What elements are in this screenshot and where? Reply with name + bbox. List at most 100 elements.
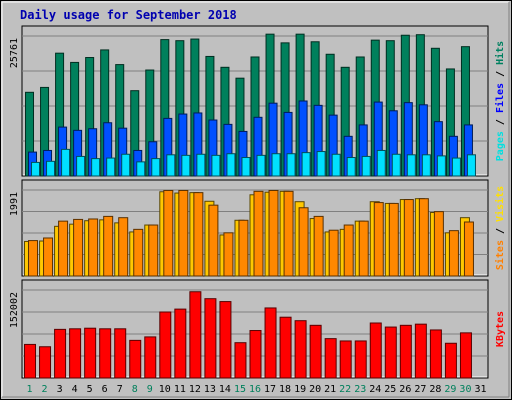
chart-title: Daily usage for September 2018 <box>20 8 237 22</box>
bar-kbytes-day-7 <box>114 328 127 379</box>
bar-kbytes-day-11 <box>174 308 187 379</box>
x-tick-label: 9 <box>147 384 153 395</box>
x-tick-label: 4 <box>72 384 78 395</box>
x-tick-label: 30 <box>459 384 471 395</box>
bar-kbytes-day-29 <box>444 342 457 379</box>
x-tick-label: 20 <box>309 384 321 395</box>
bar-sites-day-17 <box>268 189 279 277</box>
bar-kbytes-day-23 <box>354 340 367 379</box>
bar-kbytes-day-2 <box>39 346 52 379</box>
x-tick-label: 18 <box>279 384 291 395</box>
bar-kbytes-day-26 <box>399 324 412 379</box>
bar-sites-day-25 <box>388 202 399 277</box>
y-max-label: 1991 <box>9 192 20 216</box>
legend-part: Files <box>494 83 506 113</box>
panel-legend-label: Pages / Files / Hits <box>494 41 506 161</box>
bar-kbytes-day-16 <box>249 330 262 379</box>
bar-sites-day-23 <box>358 220 369 277</box>
bar-pages-day-1 <box>31 161 41 177</box>
bar-pages-day-21 <box>331 153 341 177</box>
bar-sites-day-7 <box>118 217 129 277</box>
bar-kbytes-day-25 <box>384 326 397 379</box>
bar-pages-day-23 <box>361 155 371 177</box>
bar-pages-day-8 <box>136 161 146 177</box>
x-tick-label: 3 <box>57 384 63 395</box>
x-tick-label: 5 <box>87 384 93 395</box>
legend-part: Pages <box>495 131 506 161</box>
x-tick-label: 15 <box>234 384 246 395</box>
bar-sites-day-8 <box>133 228 144 277</box>
x-tick-label: 7 <box>117 384 123 395</box>
bar-pages-day-11 <box>181 154 191 177</box>
panel-hits-files-pages: 25761 Pages / Files / Hits <box>9 25 506 177</box>
bar-pages-day-27 <box>421 154 431 177</box>
bar-kbytes-day-21 <box>324 338 337 379</box>
x-tick-label: 14 <box>219 384 231 395</box>
bar-sites-day-22 <box>343 224 354 277</box>
x-tick-label: 8 <box>132 384 138 395</box>
bar-pages-day-25 <box>391 153 401 177</box>
bar-kbytes-day-9 <box>144 336 157 379</box>
bar-pages-day-12 <box>196 153 206 177</box>
bar-sites-day-5 <box>88 218 99 277</box>
bar-kbytes-day-28 <box>429 329 442 379</box>
x-tick-label: 25 <box>384 384 396 395</box>
bar-sites-day-20 <box>313 215 324 277</box>
bar-pages-day-28 <box>436 155 446 177</box>
bar-kbytes-day-22 <box>339 340 352 379</box>
x-tick-label: 10 <box>159 384 171 395</box>
bar-sites-day-18 <box>283 190 294 277</box>
bar-kbytes-day-30 <box>459 332 472 379</box>
legend-part: Hits <box>494 41 506 65</box>
y-max-label: 152002 <box>9 292 20 328</box>
bar-sites-day-29 <box>448 230 459 277</box>
bar-pages-day-18 <box>286 153 296 177</box>
bar-pages-day-16 <box>256 154 266 177</box>
bar-kbytes-day-14 <box>219 301 232 379</box>
bar-kbytes-day-6 <box>99 328 112 379</box>
bar-sites-day-4 <box>73 218 84 277</box>
x-tick-label: 1 <box>27 384 33 395</box>
x-tick-label: 26 <box>399 384 411 395</box>
bar-pages-day-7 <box>121 153 131 177</box>
chart-panels: 25761 Pages / Files / Hits 1991 Sites / Vis… <box>9 25 506 379</box>
panel-kbytes: 152002 KBytes <box>9 279 506 379</box>
legend-part: / <box>495 65 506 83</box>
bar-kbytes-day-15 <box>234 342 247 379</box>
bar-pages-day-26 <box>406 154 416 177</box>
x-tick-label: 23 <box>354 384 366 395</box>
bar-pages-day-24 <box>376 149 386 177</box>
bar-pages-day-10 <box>166 154 176 177</box>
bar-sites-day-14 <box>223 232 234 277</box>
bar-pages-day-5 <box>91 158 101 177</box>
bar-sites-day-3 <box>58 220 69 277</box>
x-tick-label: 19 <box>294 384 306 395</box>
x-tick-label: 17 <box>264 384 276 395</box>
legend-part: KBytes <box>495 311 506 347</box>
x-tick-label: 21 <box>324 384 336 395</box>
bar-kbytes-day-27 <box>414 323 427 379</box>
bar-kbytes-day-3 <box>54 328 67 379</box>
bar-pages-day-3 <box>61 148 71 177</box>
bar-kbytes-day-19 <box>294 320 307 379</box>
bar-sites-day-12 <box>193 192 204 277</box>
bar-sites-day-2 <box>43 237 54 277</box>
x-tick-label: 22 <box>339 384 351 395</box>
legend-part: / <box>495 113 506 131</box>
bar-kbytes-day-13 <box>204 298 217 379</box>
panel-legend-label: KBytes <box>495 311 506 347</box>
x-tick-label: 2 <box>42 384 48 395</box>
bar-kbytes-day-20 <box>309 324 322 379</box>
y-max-label: 25761 <box>9 38 20 68</box>
bar-pages-day-19 <box>301 152 311 177</box>
bar-sites-day-21 <box>328 229 339 277</box>
bar-kbytes-day-5 <box>84 327 97 379</box>
bar-kbytes-day-4 <box>69 328 82 379</box>
x-tick-label: 27 <box>414 384 426 395</box>
x-tick-label: 28 <box>429 384 441 395</box>
bar-sites-day-13 <box>208 204 219 277</box>
bar-kbytes-day-1 <box>24 343 37 379</box>
bar-sites-day-11 <box>178 189 189 277</box>
bar-sites-day-27 <box>418 198 429 277</box>
legend-part: Visits <box>494 186 506 222</box>
